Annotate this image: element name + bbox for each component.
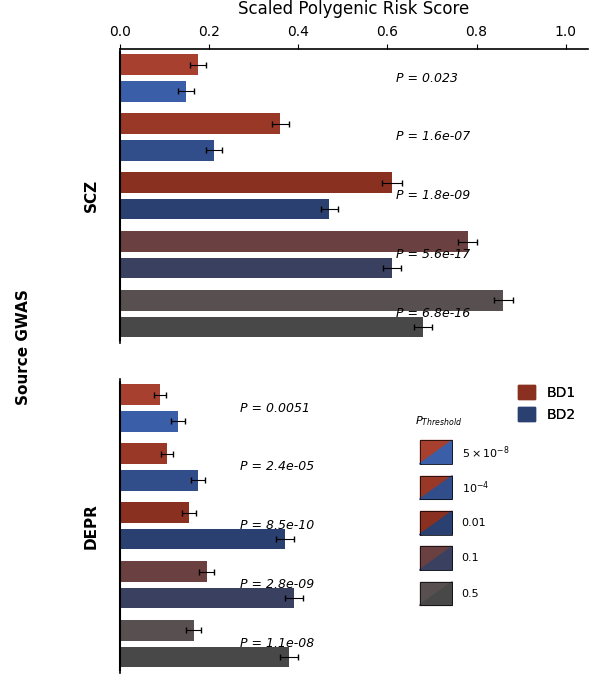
- Bar: [120, 290, 503, 311]
- Bar: [120, 316, 423, 337]
- Text: P = 8.5e-10: P = 8.5e-10: [241, 519, 314, 532]
- Polygon shape: [419, 476, 452, 500]
- Text: P = 1.8e-09: P = 1.8e-09: [397, 189, 470, 203]
- Text: SCZ: SCZ: [83, 179, 98, 212]
- Polygon shape: [419, 441, 452, 464]
- Bar: [120, 620, 194, 641]
- Bar: [120, 172, 392, 193]
- Text: DEPR: DEPR: [83, 503, 98, 549]
- Polygon shape: [419, 582, 452, 605]
- X-axis label: Scaled Polygenic Risk Score: Scaled Polygenic Risk Score: [238, 0, 470, 18]
- Bar: [120, 443, 167, 464]
- Text: P = 1.6e-07: P = 1.6e-07: [397, 130, 470, 144]
- Bar: [120, 81, 186, 101]
- Bar: [120, 140, 214, 160]
- Bar: [120, 411, 178, 432]
- Text: $10^{-4}$: $10^{-4}$: [461, 480, 489, 496]
- Polygon shape: [419, 476, 452, 500]
- Bar: [120, 647, 289, 668]
- Text: 0.01: 0.01: [461, 518, 486, 528]
- Bar: [120, 588, 294, 609]
- Text: P = 1.1e-08: P = 1.1e-08: [241, 637, 314, 650]
- Text: 0.5: 0.5: [461, 589, 479, 599]
- Text: P = 0.0051: P = 0.0051: [241, 402, 310, 414]
- Polygon shape: [419, 511, 452, 534]
- Text: $P_{\mathregular{Threshold}}$: $P_{\mathregular{Threshold}}$: [415, 414, 462, 428]
- Polygon shape: [419, 441, 452, 464]
- Polygon shape: [419, 582, 452, 605]
- Polygon shape: [419, 511, 452, 534]
- Bar: [120, 561, 207, 582]
- Bar: [120, 502, 189, 523]
- Text: P = 6.8e-16: P = 6.8e-16: [397, 307, 470, 320]
- Bar: [120, 529, 285, 550]
- Text: $5\times10^{-8}$: $5\times10^{-8}$: [461, 444, 509, 461]
- Text: 0.1: 0.1: [461, 553, 479, 564]
- Polygon shape: [419, 546, 452, 570]
- Text: P = 0.023: P = 0.023: [397, 71, 458, 85]
- Polygon shape: [419, 546, 452, 570]
- Bar: [120, 199, 329, 219]
- Bar: [120, 384, 160, 405]
- Bar: [120, 113, 280, 134]
- Bar: [120, 470, 198, 491]
- Bar: [120, 257, 392, 278]
- Text: P = 2.4e-05: P = 2.4e-05: [241, 460, 314, 473]
- Text: P = 5.6e-17: P = 5.6e-17: [397, 248, 470, 262]
- Text: Source GWAS: Source GWAS: [16, 289, 32, 405]
- Text: P = 2.8e-09: P = 2.8e-09: [241, 578, 314, 591]
- Bar: [120, 231, 467, 252]
- Bar: [120, 54, 198, 75]
- Legend: BD1, BD2: BD1, BD2: [513, 380, 581, 428]
